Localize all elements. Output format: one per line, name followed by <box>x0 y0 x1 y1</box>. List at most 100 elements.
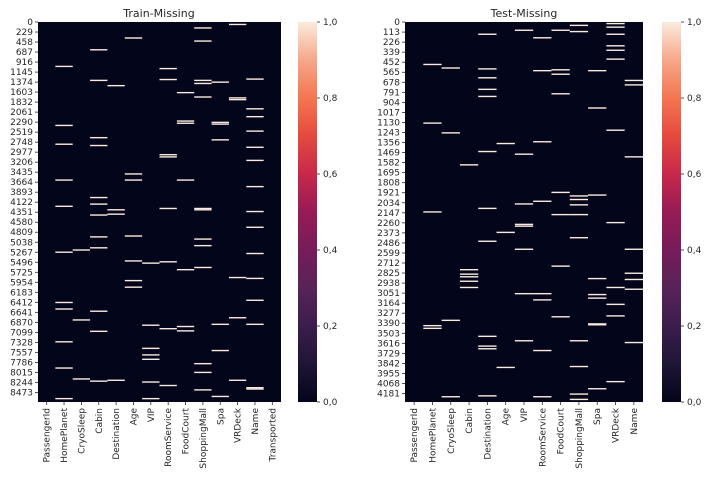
y-tick-label: 3616 <box>377 339 400 349</box>
missing-mark <box>514 29 534 31</box>
missing-mark <box>194 362 212 365</box>
x-tick-label: CryoSleep <box>447 408 457 454</box>
missing-mark <box>159 67 177 70</box>
missing-mark <box>246 108 264 110</box>
test-colorbar-ticks: 0,0 0,2 0,4 0,6 0,8 1,0 <box>681 18 702 408</box>
missing-mark <box>533 292 552 295</box>
missing-mark <box>124 286 143 288</box>
y-tick-label: 2034 <box>377 199 400 209</box>
x-tick-label: VRDeck <box>612 407 622 443</box>
missing-mark <box>90 196 108 199</box>
x-tick-label: PassengerId <box>43 408 53 462</box>
train-colorbar-ticks: 0,0 0,2 0,4 0,6 0,8 1,0 <box>317 18 338 408</box>
missing-mark <box>246 299 264 301</box>
y-tick-label: 0 <box>394 18 400 28</box>
missing-mark <box>624 288 643 290</box>
missing-mark <box>159 78 177 81</box>
missing-mark <box>551 29 570 31</box>
missing-mark <box>55 124 73 127</box>
missing-mark <box>90 236 108 238</box>
missing-mark <box>624 156 643 158</box>
missing-mark <box>459 164 479 166</box>
missing-mark <box>496 231 515 234</box>
test-y-axis: 0113226339452565678791904101711301243135… <box>377 18 405 400</box>
y-tick-label: 1603 <box>10 88 33 98</box>
y-tick-label: 5954 <box>10 278 33 288</box>
missing-mark <box>478 77 497 79</box>
missing-mark <box>569 195 589 197</box>
missing-mark <box>588 297 607 299</box>
train-heatmap-background <box>38 22 281 402</box>
missing-mark <box>124 260 143 262</box>
y-tick-label: 2712 <box>377 259 400 269</box>
colorbar-tick-label: 0,6 <box>323 170 338 180</box>
missing-mark <box>533 37 552 39</box>
x-tick-label: Cabin <box>95 408 105 434</box>
missing-mark <box>176 330 195 332</box>
missing-mark <box>606 33 625 35</box>
missing-mark <box>246 277 264 280</box>
missing-mark <box>478 68 497 70</box>
missing-mark <box>551 69 570 71</box>
y-tick-label: 8473 <box>10 388 33 398</box>
missing-mark <box>194 82 212 85</box>
missing-mark <box>90 380 108 382</box>
missing-mark <box>624 278 643 281</box>
missing-mark <box>588 194 607 196</box>
missing-mark <box>90 310 108 312</box>
missing-mark <box>142 324 160 326</box>
missing-mark <box>176 91 195 94</box>
x-tick-label: Transported <box>268 408 278 462</box>
y-tick-label: 3842 <box>377 359 400 369</box>
missing-mark <box>107 209 125 211</box>
missing-mark <box>55 301 73 304</box>
missing-mark <box>228 379 247 381</box>
x-tick-label: HomePlanet <box>60 408 70 463</box>
missing-mark <box>478 33 497 35</box>
missing-mark <box>194 27 212 29</box>
missing-mark <box>514 225 534 227</box>
missing-mark <box>569 213 589 216</box>
x-tick-label: CryoSleep <box>77 408 87 454</box>
y-tick-label: 4809 <box>10 228 33 238</box>
missing-mark <box>569 365 589 368</box>
missing-mark <box>55 179 73 181</box>
y-tick-label: 6870 <box>10 318 33 328</box>
y-tick-label: 1130 <box>377 118 400 128</box>
missing-mark <box>107 213 125 215</box>
test-chart-title: Test-Missing <box>490 7 558 20</box>
missing-mark <box>55 367 73 369</box>
missing-mark <box>194 40 212 42</box>
y-tick-label: 3206 <box>10 158 33 168</box>
test-x-axis: PassengerId HomePlanet CryoSleep Cabin Desti… <box>410 402 640 469</box>
train-colorbar: 0,0 0,2 0,4 0,6 0,8 1,0 <box>298 18 338 408</box>
missing-mark <box>588 388 607 390</box>
test-colorbar-gradient <box>662 22 681 402</box>
missing-mark <box>606 315 625 317</box>
missing-mark <box>478 348 497 350</box>
missing-mark <box>176 179 195 181</box>
missing-mark <box>514 292 534 295</box>
missing-mark <box>588 107 607 109</box>
x-tick-label: ShoppingMall <box>199 408 209 469</box>
missing-mark <box>194 244 212 247</box>
y-tick-label: 1356 <box>377 139 400 149</box>
missing-mark <box>551 93 570 95</box>
y-tick-label: 7786 <box>10 358 33 368</box>
y-tick-label: 229 <box>16 28 33 38</box>
y-tick-label: 2938 <box>377 279 400 289</box>
test-missing-marks <box>423 22 643 401</box>
x-tick-label: Destination <box>112 408 122 460</box>
missing-mark <box>90 203 108 205</box>
missing-mark <box>514 223 534 226</box>
missing-mark <box>246 115 264 118</box>
missing-mark <box>588 323 607 325</box>
y-tick-label: 1017 <box>377 108 400 118</box>
test-missing-panel: Test-Missing 011322633945256567879190410… <box>377 7 701 469</box>
missing-mark <box>211 323 229 326</box>
y-tick-label: 4068 <box>377 379 400 389</box>
missing-mark <box>211 81 229 83</box>
missing-mark <box>496 366 515 369</box>
missing-mark <box>588 324 607 326</box>
